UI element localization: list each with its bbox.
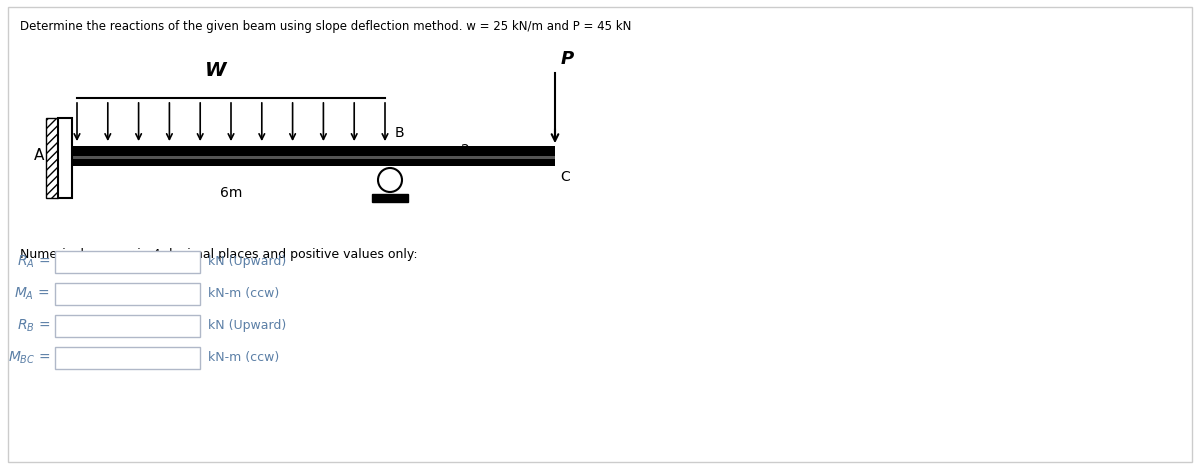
Text: 2m: 2m [461,143,484,157]
Bar [58,118,72,198]
Text: $R_A$ =: $R_A$ = [17,254,50,270]
Text: $R_B$ =: $R_B$ = [17,318,50,334]
Text: W: W [205,61,227,80]
Text: kN-m (ccw): kN-m (ccw) [208,351,280,365]
Text: Determine the reactions of the given beam using slope deflection method. w = 25 : Determine the reactions of the given bea… [20,20,631,33]
Bar [55,283,200,305]
Bar [72,159,554,166]
Bar [46,118,58,198]
Text: A: A [34,148,44,163]
Circle shape [378,168,402,192]
Bar [72,156,554,159]
Text: kN (Upward): kN (Upward) [208,320,287,332]
Bar [372,194,408,202]
Text: P: P [562,50,575,68]
Bar [55,251,200,273]
Text: $M_A$ =: $M_A$ = [14,286,50,302]
Text: kN (Upward): kN (Upward) [208,256,287,269]
Bar [55,347,200,369]
Text: C: C [560,170,570,184]
Text: $M_{BC}$ =: $M_{BC}$ = [7,350,50,366]
Text: B: B [395,126,404,140]
Text: kN-m (ccw): kN-m (ccw) [208,287,280,300]
Bar [55,315,200,337]
Bar [72,146,554,156]
Text: Numerical answer in 4 decimal places and positive values only:: Numerical answer in 4 decimal places and… [20,248,418,261]
Text: 6m: 6m [220,186,242,200]
